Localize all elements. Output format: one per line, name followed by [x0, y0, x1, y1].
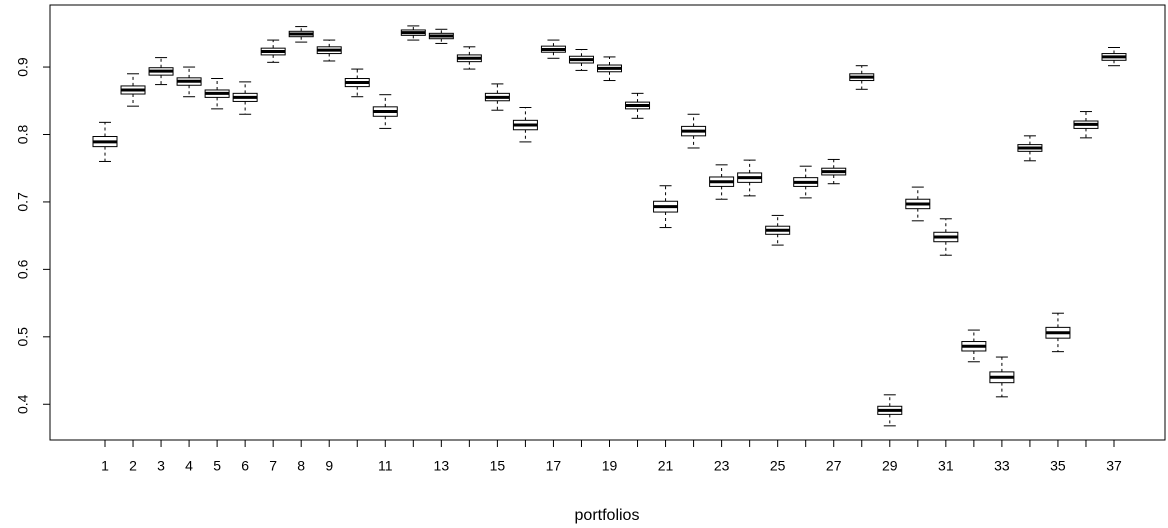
y-tick-label: 0.5 [15, 327, 31, 347]
x-tick-label: 27 [826, 458, 842, 474]
x-tick-label: 29 [882, 458, 898, 474]
plot-frame [49, 4, 1166, 441]
x-tick-label: 13 [434, 458, 450, 474]
x-tick-label: 31 [938, 458, 954, 474]
x-tick-label: 6 [241, 458, 249, 474]
x-tick-label: 17 [546, 458, 562, 474]
x-tick-label: 21 [658, 458, 674, 474]
y-tick-label: 0.4 [15, 394, 31, 414]
x-tick-label: 25 [770, 458, 786, 474]
x-tick-label: 15 [490, 458, 506, 474]
x-tick-label: 9 [325, 458, 333, 474]
x-tick-label: 11 [378, 458, 393, 474]
y-tick-label: 0.6 [15, 259, 31, 279]
x-tick-label: 5 [213, 458, 221, 474]
y-tick-label: 0.9 [15, 57, 31, 77]
x-axis-label: portfolios [575, 507, 640, 524]
x-tick-label: 35 [1050, 458, 1066, 474]
x-tick-label: 8 [297, 458, 305, 474]
x-tick-label: 37 [1106, 458, 1122, 474]
x-tick-label: 3 [157, 458, 165, 474]
x-tick-label: 1 [101, 458, 109, 474]
y-tick-label: 0.7 [15, 192, 31, 212]
x-tick-label: 7 [269, 458, 277, 474]
x-tick-label: 23 [714, 458, 730, 474]
x-tick-label: 4 [185, 458, 193, 474]
x-tick-label: 33 [994, 458, 1010, 474]
x-tick-label: 19 [602, 458, 618, 474]
y-tick-label: 0.8 [15, 125, 31, 145]
x-tick-label: 2 [129, 458, 137, 474]
